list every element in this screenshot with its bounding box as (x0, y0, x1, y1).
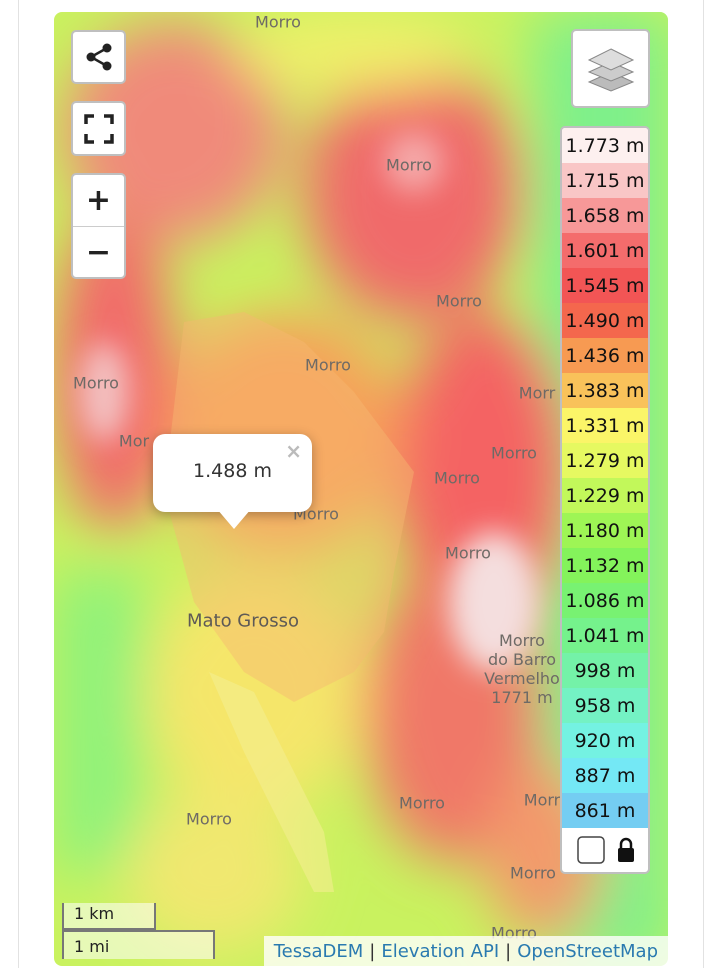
scale-mi: 1 mi (62, 930, 215, 959)
legend-entry: 1.383 m (562, 373, 648, 408)
legend-entry: 1.715 m (562, 163, 648, 198)
map-label: Morro (434, 468, 480, 488)
map-label: Morro (436, 291, 482, 311)
map-label: Morr (518, 383, 556, 403)
popup-close[interactable]: × (285, 439, 302, 463)
map-label: Morro (73, 373, 119, 393)
map-label: Morro (445, 543, 491, 563)
legend-entry: 1.545 m (562, 268, 648, 303)
map-label: Morro (510, 863, 556, 883)
lock-toggle[interactable] (575, 835, 635, 865)
layers-button[interactable] (571, 29, 650, 108)
attribution-separator: | (369, 940, 376, 962)
legend-entry: 1.601 m (562, 233, 648, 268)
layers-icon (587, 47, 634, 92)
legend-entry: 1.229 m (562, 478, 648, 513)
attribution: TessaDEM | Elevation API | OpenStreetMap (263, 936, 668, 966)
map-label: Mor (118, 431, 150, 451)
legend-entry: 1.773 m (562, 128, 648, 163)
map-label: Morr (523, 790, 561, 810)
legend-entry: 1.041 m (562, 618, 648, 653)
zoom-control: + − (71, 173, 126, 279)
legend-entry: 998 m (562, 653, 648, 688)
scale-km: 1 km (62, 903, 156, 930)
elevation-popup: 1.488 m × (153, 434, 312, 529)
map-label: Mato Grosso (186, 610, 300, 632)
legend-entry: 1.086 m (562, 583, 648, 618)
attribution-link[interactable]: OpenStreetMap (517, 940, 658, 962)
page-frame (18, 0, 704, 968)
map-label: Morro (491, 443, 537, 463)
map-label: Morro (255, 12, 301, 32)
legend-entry: 920 m (562, 723, 648, 758)
fullscreen-button[interactable] (71, 101, 126, 156)
legend-entry: 861 m (562, 793, 648, 828)
legend-entry: 1.279 m (562, 443, 648, 478)
legend-lock (562, 828, 648, 872)
popup-tip (217, 509, 251, 529)
legend-entry: 1.132 m (562, 548, 648, 583)
legend-entry: 1.331 m (562, 408, 648, 443)
legend-entry: 1.658 m (562, 198, 648, 233)
attribution-separator: | (505, 940, 512, 962)
share-button[interactable] (71, 30, 126, 84)
attribution-link[interactable]: TessaDEM (273, 940, 364, 962)
map-label: Morro (399, 793, 445, 813)
map-label: Morro (386, 155, 432, 175)
map-label: Morro (186, 809, 232, 829)
map-label: Morro (305, 355, 351, 375)
zoom-out[interactable]: − (73, 226, 124, 278)
attribution-link[interactable]: Elevation API (381, 940, 500, 962)
elevation-legend: 1.773 m 1.715 m 1.658 m 1.601 m 1.545 m 1.490… (560, 126, 650, 874)
legend-entry: 1.436 m (562, 338, 648, 373)
share-icon (86, 43, 111, 71)
legend-entry: 887 m (562, 758, 648, 793)
legend-entry: 1.490 m (562, 303, 648, 338)
fullscreen-icon (83, 113, 114, 144)
popup-value: 1.488 m (193, 460, 272, 482)
legend-entry: 958 m (562, 688, 648, 723)
legend-entry: 1.180 m (562, 513, 648, 548)
zoom-in[interactable]: + (85, 183, 112, 218)
map-label: Morro do Barro Vermelho 1771 m (484, 631, 560, 707)
